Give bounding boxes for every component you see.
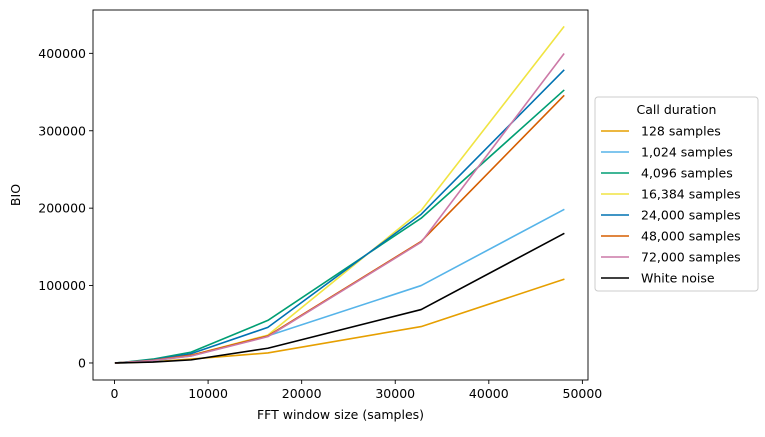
- y-axis-ticks: 0 100000 200000 300000 400000: [38, 46, 93, 370]
- y-axis-label: BIO: [8, 184, 23, 206]
- legend-label: 72,000 samples: [641, 250, 741, 265]
- y-tick-label: 100000: [38, 278, 86, 293]
- y-tick-label: 400000: [38, 46, 86, 61]
- plot-area-frame: [92, 9, 589, 381]
- series-line-6: [114, 94, 565, 364]
- legend-label: 1,024 samples: [641, 145, 733, 160]
- series-line-8: [114, 232, 565, 364]
- series-line-3: [114, 89, 565, 364]
- plot-lines: [114, 25, 565, 364]
- legend-label: 128 samples: [641, 124, 721, 139]
- legend-title: Call duration: [637, 102, 717, 117]
- legend-label: 4,096 samples: [641, 166, 733, 181]
- x-axis-ticks: 0 10000 20000 30000 40000 50000: [111, 380, 603, 401]
- x-tick-label: 0: [111, 386, 119, 401]
- y-tick-label: 200000: [38, 201, 86, 216]
- series-line-7: [114, 52, 565, 364]
- x-axis-label: FFT window size (samples): [257, 407, 424, 422]
- legend-label: 16,384 samples: [641, 187, 741, 202]
- legend-label: White noise: [641, 271, 715, 286]
- legend-label: 24,000 samples: [641, 208, 741, 223]
- x-tick-label: 20000: [282, 386, 322, 401]
- x-tick-label: 30000: [375, 386, 415, 401]
- legend-label: 48,000 samples: [641, 229, 741, 244]
- legend-box: [594, 96, 759, 292]
- x-tick-label: 40000: [469, 386, 509, 401]
- y-tick-label: 300000: [38, 123, 86, 138]
- legend: Call duration 128 samples 1,024 samples 4,…: [594, 96, 759, 292]
- x-tick-label: 10000: [188, 386, 228, 401]
- legend-entries: 128 samples 1,024 samples 4,096 samples 16,…: [601, 124, 741, 286]
- x-tick-label: 50000: [563, 386, 603, 401]
- y-tick-label: 0: [78, 355, 86, 370]
